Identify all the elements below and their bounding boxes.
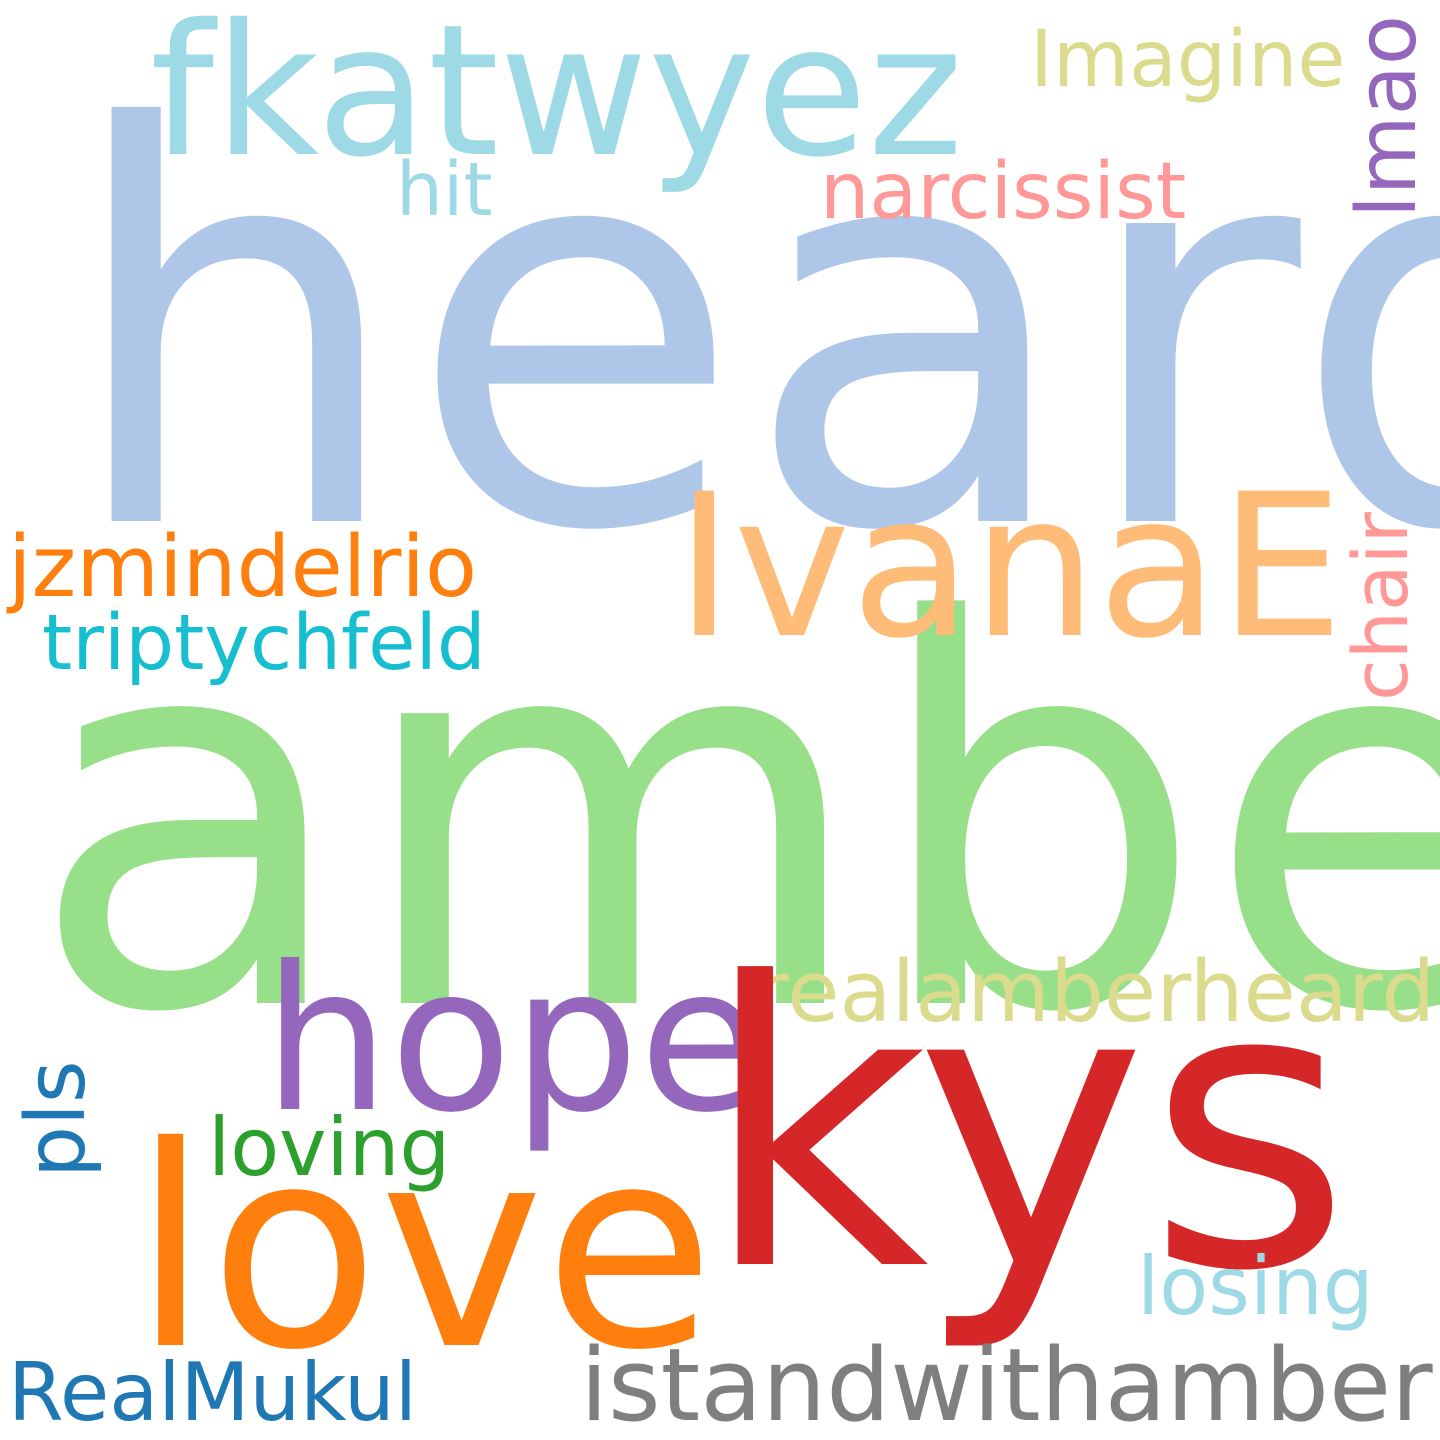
word-imagine: Imagine bbox=[1030, 15, 1346, 105]
word-heard: heard bbox=[62, 15, 1440, 650]
word-lmao: lmao bbox=[1340, 14, 1435, 218]
word-kys: kys bbox=[702, 901, 1352, 1357]
word-chair: chair bbox=[1336, 512, 1425, 701]
word-realamberheard: realamberheard bbox=[754, 943, 1436, 1042]
word-losing: losing bbox=[1137, 1240, 1374, 1333]
word-triptychfeld: triptychfeld bbox=[42, 599, 486, 688]
word-pls: pls bbox=[9, 1060, 104, 1178]
word-realmukul: RealMukul bbox=[8, 1346, 417, 1439]
word-loving: loving bbox=[208, 1101, 451, 1194]
word-love: love bbox=[132, 1087, 715, 1411]
word-hit: hit bbox=[396, 147, 493, 233]
word-hope: hope bbox=[263, 924, 763, 1157]
word-fkatwyez: fkatwyez bbox=[150, 0, 964, 197]
word-ivanae: IvanaE bbox=[675, 451, 1344, 682]
word-narcissist: narcissist bbox=[820, 147, 1187, 237]
word-istandwithamber: istandwithamber bbox=[580, 1326, 1433, 1440]
word-jzmindelrio: jzmindelrio bbox=[8, 518, 477, 617]
word-amber: amber bbox=[28, 511, 1440, 1128]
